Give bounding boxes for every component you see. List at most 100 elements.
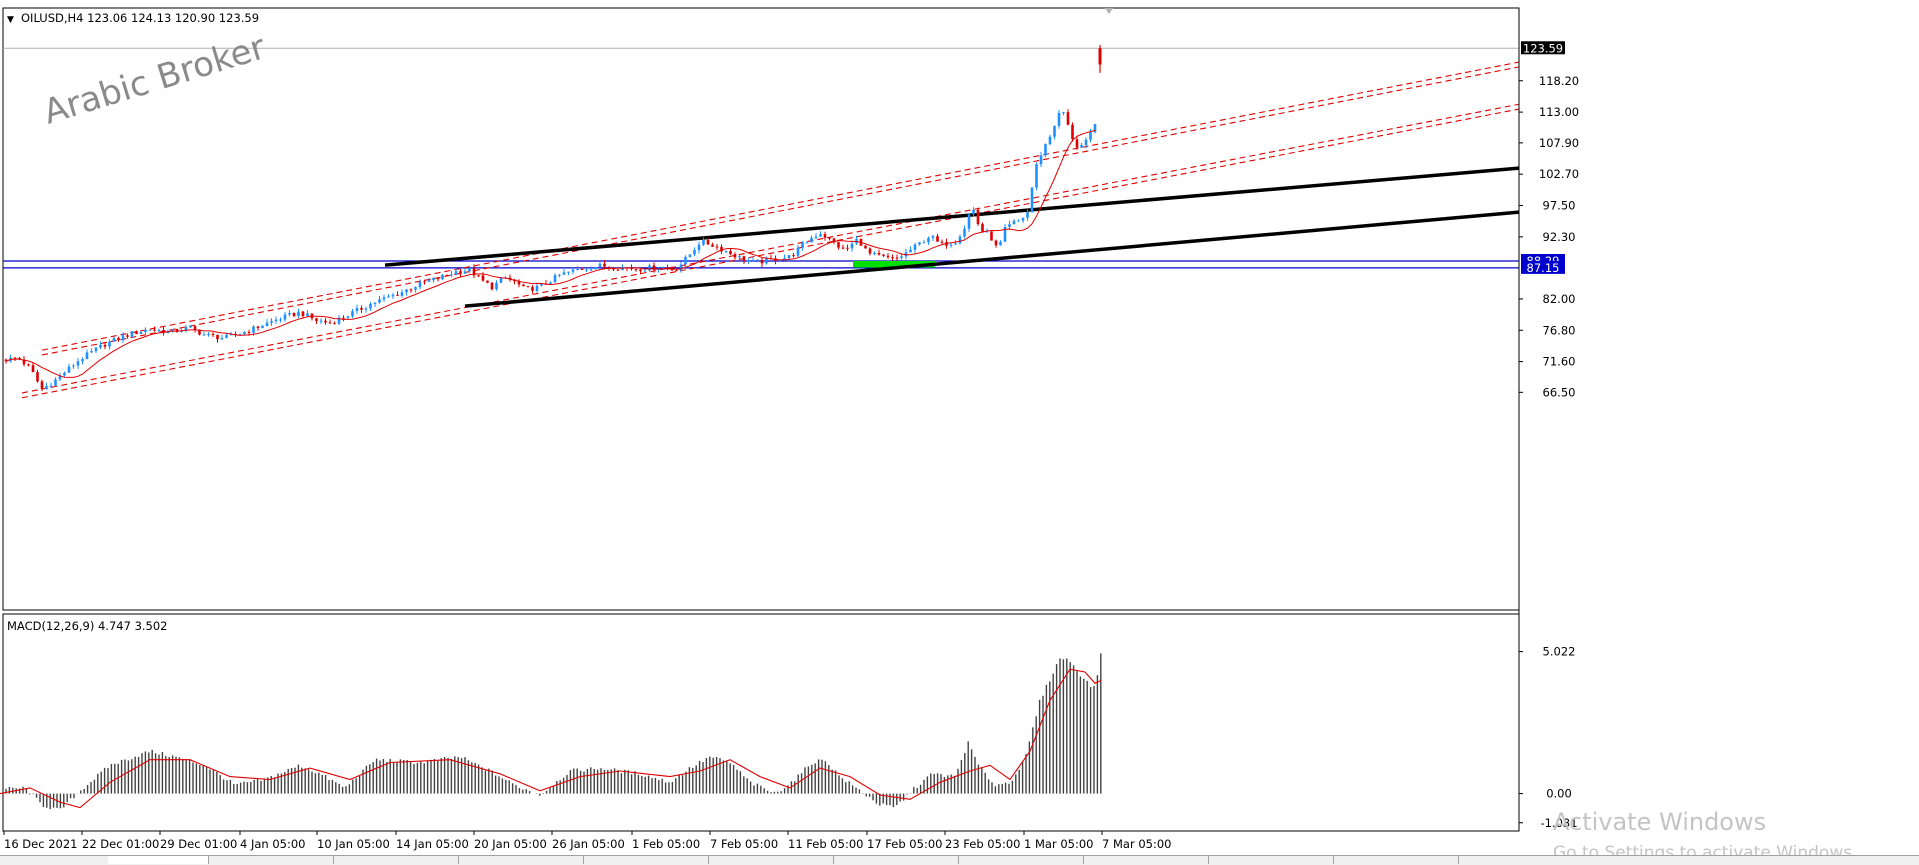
chart-tab[interactable] [958, 856, 1084, 864]
activate-windows-title: Activate Windows [1553, 808, 1766, 836]
candle-body [877, 252, 881, 255]
candle-body [580, 269, 584, 271]
candle-body [724, 251, 728, 253]
support-price-label-bg [1521, 260, 1565, 274]
candle-body [958, 236, 962, 244]
candle-body [94, 347, 98, 352]
candle-body [999, 241, 1002, 246]
candle-body [364, 308, 368, 310]
price-tick-label: 118.20 [1539, 74, 1579, 88]
candle-body [445, 274, 449, 276]
candle-body [873, 252, 876, 254]
chart-tab[interactable] [1083, 856, 1209, 864]
candle-body [139, 332, 143, 335]
candle-body [720, 246, 723, 252]
candle-body [81, 359, 84, 362]
candle-body [616, 269, 620, 271]
candle-body [454, 271, 458, 275]
current-price-label-bg [1521, 41, 1565, 55]
main-chart-frame [2, 7, 1520, 611]
candle-body [796, 247, 800, 256]
chart-tab[interactable] [708, 856, 834, 864]
candle-body [607, 266, 611, 268]
candle-body [306, 313, 309, 317]
candle-body [103, 344, 107, 347]
channel-line [21, 108, 1520, 399]
candle-body [40, 381, 44, 390]
candle-body [531, 287, 534, 291]
candle-body [715, 246, 719, 248]
candle-body [27, 364, 30, 366]
candle-body [823, 234, 827, 238]
candle-body [135, 331, 138, 335]
candle-body [594, 267, 597, 270]
candle-body [702, 239, 705, 245]
candle-body [414, 287, 417, 290]
candle-body [985, 231, 989, 233]
candle-body [373, 302, 377, 304]
candle-body [175, 329, 179, 332]
candle-body [868, 248, 872, 254]
candle-body [288, 312, 291, 315]
chart-tab[interactable] [1333, 856, 1459, 864]
candle-body [688, 254, 692, 257]
candle-body [225, 334, 228, 339]
time-tick-label: 7 Feb 05:00 [710, 837, 778, 851]
chart-tab[interactable] [333, 856, 459, 864]
candle-body [967, 214, 971, 229]
candle-body [990, 231, 993, 241]
chart-tab[interactable] [208, 856, 334, 864]
chart-tab-bar [0, 855, 1919, 865]
candle-body [72, 365, 75, 367]
collapse-arrow-icon[interactable]: ▼ [7, 15, 14, 25]
candle-body [265, 322, 269, 326]
candle-body [535, 285, 539, 291]
candle-body [886, 255, 890, 258]
candle-body [900, 256, 903, 259]
macd-panel-frame [2, 613, 1520, 832]
candle-body [31, 365, 35, 373]
candle-body [828, 237, 831, 239]
candle-body [400, 292, 404, 296]
candle-body [522, 284, 525, 287]
candle-body [540, 283, 543, 286]
chart-tab[interactable] [1208, 856, 1334, 864]
candle-body [486, 280, 489, 283]
candle-body [256, 326, 260, 329]
candle-body [418, 281, 422, 288]
candle-body [189, 326, 192, 328]
price-tick-label: 97.50 [1543, 199, 1576, 213]
candle-body [432, 277, 435, 281]
candle-body [13, 357, 17, 359]
candle-body [819, 234, 822, 237]
chart-tab[interactable] [583, 856, 709, 864]
candle-body [490, 282, 494, 290]
candle-body [427, 280, 431, 282]
chart-tab[interactable] [833, 856, 959, 864]
chart-tab[interactable] [0, 856, 109, 864]
candle-body [747, 260, 750, 262]
candle-body [283, 314, 287, 320]
candle-body [756, 259, 759, 261]
time-tick-label: 10 Jan 05:00 [317, 837, 390, 851]
candle-body [909, 249, 912, 253]
candle-body [850, 243, 854, 249]
chart-tab[interactable] [458, 856, 584, 864]
chart-tab-active[interactable] [108, 856, 209, 864]
candle-body [108, 341, 111, 347]
candle-body [171, 329, 174, 332]
candle-body [1062, 112, 1065, 114]
candle-body [1021, 217, 1025, 221]
candle-body [895, 257, 899, 259]
candle-body [495, 282, 498, 290]
time-tick-label: 1 Feb 05:00 [632, 837, 700, 851]
candle-body [549, 282, 552, 285]
candle-body [814, 236, 818, 238]
candle-body [711, 244, 714, 247]
candle-body [193, 326, 197, 330]
shift-marker-icon[interactable] [1105, 8, 1113, 14]
candle-body [729, 251, 732, 255]
candle-body [54, 379, 57, 386]
last-candle-body [1098, 48, 1102, 65]
